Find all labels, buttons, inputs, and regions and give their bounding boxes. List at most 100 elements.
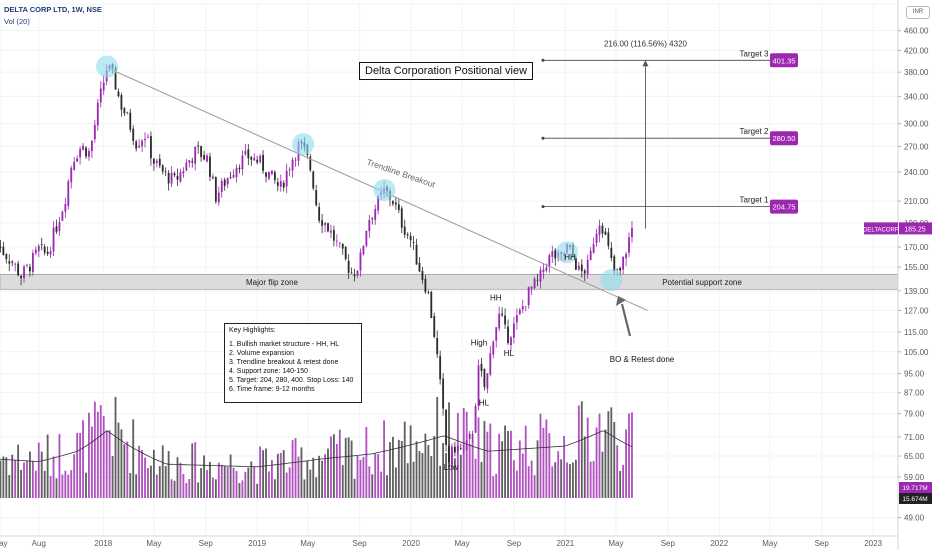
volume-bar xyxy=(214,479,217,498)
candle-body xyxy=(442,378,445,409)
candle-body xyxy=(114,67,117,90)
candle-body xyxy=(427,291,430,293)
candle-body xyxy=(244,151,247,155)
volume-bar xyxy=(403,421,406,498)
volume-bar xyxy=(501,441,504,498)
volume-bar xyxy=(554,462,557,498)
volume-bar xyxy=(144,457,146,498)
candle-body xyxy=(436,337,439,355)
volume-bar xyxy=(120,429,123,498)
symbol-line[interactable]: DELTA CORP LTD, 1W, NSE xyxy=(4,5,102,14)
candle-body xyxy=(17,263,20,276)
volume-bar xyxy=(409,425,412,498)
volume-ma-line xyxy=(0,430,633,468)
volume-bar xyxy=(67,474,70,498)
bo-arrow-head xyxy=(616,296,626,306)
volume-bar xyxy=(265,448,267,498)
candle-body xyxy=(82,145,84,151)
time-tick-label: May xyxy=(455,539,470,548)
time-tick-label: May xyxy=(608,539,623,548)
time-tick-label: 2023 xyxy=(864,539,882,548)
time-tick-label: 2021 xyxy=(556,539,574,548)
volume-bar xyxy=(321,460,324,498)
volume-bar xyxy=(430,456,433,498)
volume-bar xyxy=(436,397,439,498)
time-tick-label: Sep xyxy=(815,539,830,548)
volume-bar xyxy=(247,467,250,498)
volume-bar xyxy=(206,470,208,498)
price-tick-label: 49.00 xyxy=(904,513,925,522)
volume-bar xyxy=(273,479,276,498)
volume-bar xyxy=(176,457,179,498)
candle-body xyxy=(235,167,238,178)
volume-bar xyxy=(359,459,362,498)
volume-bar xyxy=(569,464,571,498)
volume-bar xyxy=(421,453,424,498)
price-tick-label: 340.00 xyxy=(904,92,929,101)
price-tick-label: 115.00 xyxy=(904,328,928,337)
currency-badge[interactable]: INR xyxy=(906,6,930,19)
highlights-list: 1. Bullish market structure - HH, HL 2. V… xyxy=(229,340,357,394)
volume-bar xyxy=(85,472,87,498)
candle-body xyxy=(52,227,55,252)
candle-body xyxy=(226,178,229,185)
candle-body xyxy=(152,158,155,164)
volume-bar xyxy=(297,456,300,498)
indicator-label[interactable]: Vol (20) xyxy=(4,17,30,26)
volume-bar xyxy=(312,457,315,498)
candle-body xyxy=(238,167,241,170)
volume-bar xyxy=(563,436,566,498)
volume-bar xyxy=(43,470,46,498)
volume-bar xyxy=(132,419,135,498)
volume-bar xyxy=(306,460,309,498)
target-price-box xyxy=(770,131,798,146)
time-tick-label: Aug xyxy=(32,539,46,548)
volume-bar xyxy=(256,483,259,498)
candle-body xyxy=(465,440,468,451)
volume-bar xyxy=(244,471,247,498)
candle-body xyxy=(8,261,11,264)
volume-bar xyxy=(209,461,211,498)
volume-bar xyxy=(383,420,385,498)
volume-value-box xyxy=(899,482,932,493)
volume-bar xyxy=(433,435,436,498)
volume-bar xyxy=(155,474,158,498)
volume-bar xyxy=(99,405,102,498)
candle-body xyxy=(448,446,450,463)
time-tick-label: May xyxy=(300,539,315,548)
volume-bar xyxy=(170,479,173,498)
flip-zone-rect xyxy=(0,273,899,290)
volume-bar xyxy=(114,396,117,498)
volume-bar xyxy=(397,439,400,498)
candle-body xyxy=(161,165,164,172)
volume-bar xyxy=(17,444,20,498)
volume-bar xyxy=(108,430,111,498)
volume-bar xyxy=(11,454,14,498)
volume-bar xyxy=(459,454,462,498)
candle-body xyxy=(483,368,486,387)
candle-body xyxy=(93,124,96,140)
candle-body xyxy=(527,287,530,306)
volume-bar xyxy=(507,430,509,498)
candle-body xyxy=(577,265,580,270)
time-tick-label: Sep xyxy=(661,539,676,548)
volume-bar xyxy=(389,442,391,498)
price-tick-label: 65.00 xyxy=(904,452,925,461)
time-tick-label: 2018 xyxy=(94,539,112,548)
candle-body xyxy=(324,223,326,226)
candle-body xyxy=(604,231,607,235)
volume-bar xyxy=(471,435,474,498)
symbol-tag: DELTACORP xyxy=(863,227,899,233)
volume-bar xyxy=(152,449,155,498)
price-tick-label: 170.00 xyxy=(904,243,929,252)
volume-bar xyxy=(533,475,536,498)
candle-body xyxy=(268,171,270,179)
candle-body xyxy=(46,251,49,254)
volume-bar xyxy=(5,457,8,498)
candle-body xyxy=(49,251,52,255)
candle-body xyxy=(501,313,504,316)
volume-bar xyxy=(135,474,138,498)
candle-body xyxy=(318,206,321,221)
candle-body xyxy=(628,237,630,253)
